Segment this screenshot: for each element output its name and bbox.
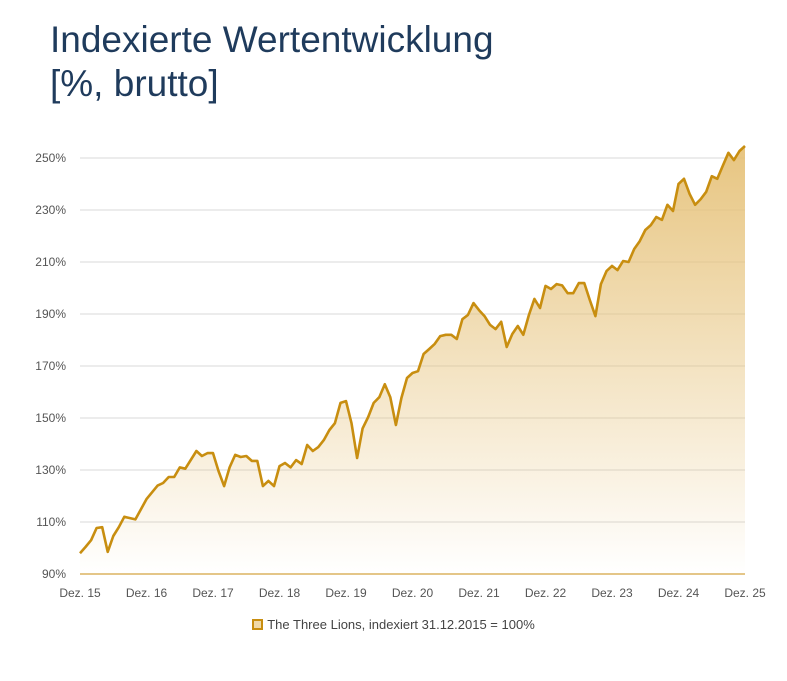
legend-label: The Three Lions, indexiert 31.12.2015 = … xyxy=(267,617,535,632)
x-tick-label: Dez. 25 xyxy=(724,586,766,600)
chart-title-line-1: Indexierte Wertentwicklung xyxy=(50,19,494,60)
y-tick-label: 110% xyxy=(36,515,66,529)
chart-title-line-2: [%, brutto] xyxy=(50,63,219,104)
y-tick-label: 130% xyxy=(35,463,66,477)
x-tick-label: Dez. 21 xyxy=(458,586,500,600)
chart-title: Indexierte Wertentwicklung [%, brutto] xyxy=(50,18,494,106)
x-tick-label: Dez. 19 xyxy=(325,586,367,600)
legend-swatch xyxy=(252,619,264,630)
y-tick-label: 190% xyxy=(35,307,66,321)
y-tick-label: 250% xyxy=(35,151,66,165)
x-tick-label: Dez. 20 xyxy=(392,586,434,600)
y-tick-label: 230% xyxy=(35,203,66,217)
legend: The Three Lions, indexiert 31.12.2015 = … xyxy=(0,617,787,632)
x-tick-label: Dez. 17 xyxy=(192,586,234,600)
y-tick-label: 150% xyxy=(35,411,66,425)
x-tick-label: Dez. 16 xyxy=(126,586,168,600)
x-tick-label: Dez. 22 xyxy=(525,586,567,600)
y-tick-label: 90% xyxy=(42,567,66,581)
series-area-fill xyxy=(80,146,745,574)
x-tick-label: Dez. 24 xyxy=(658,586,700,600)
y-tick-label: 170% xyxy=(35,359,66,373)
y-tick-label: 210% xyxy=(35,255,66,269)
x-tick-label: Dez. 23 xyxy=(591,586,633,600)
x-tick-label: Dez. 15 xyxy=(59,586,101,600)
x-tick-label: Dez. 18 xyxy=(259,586,301,600)
